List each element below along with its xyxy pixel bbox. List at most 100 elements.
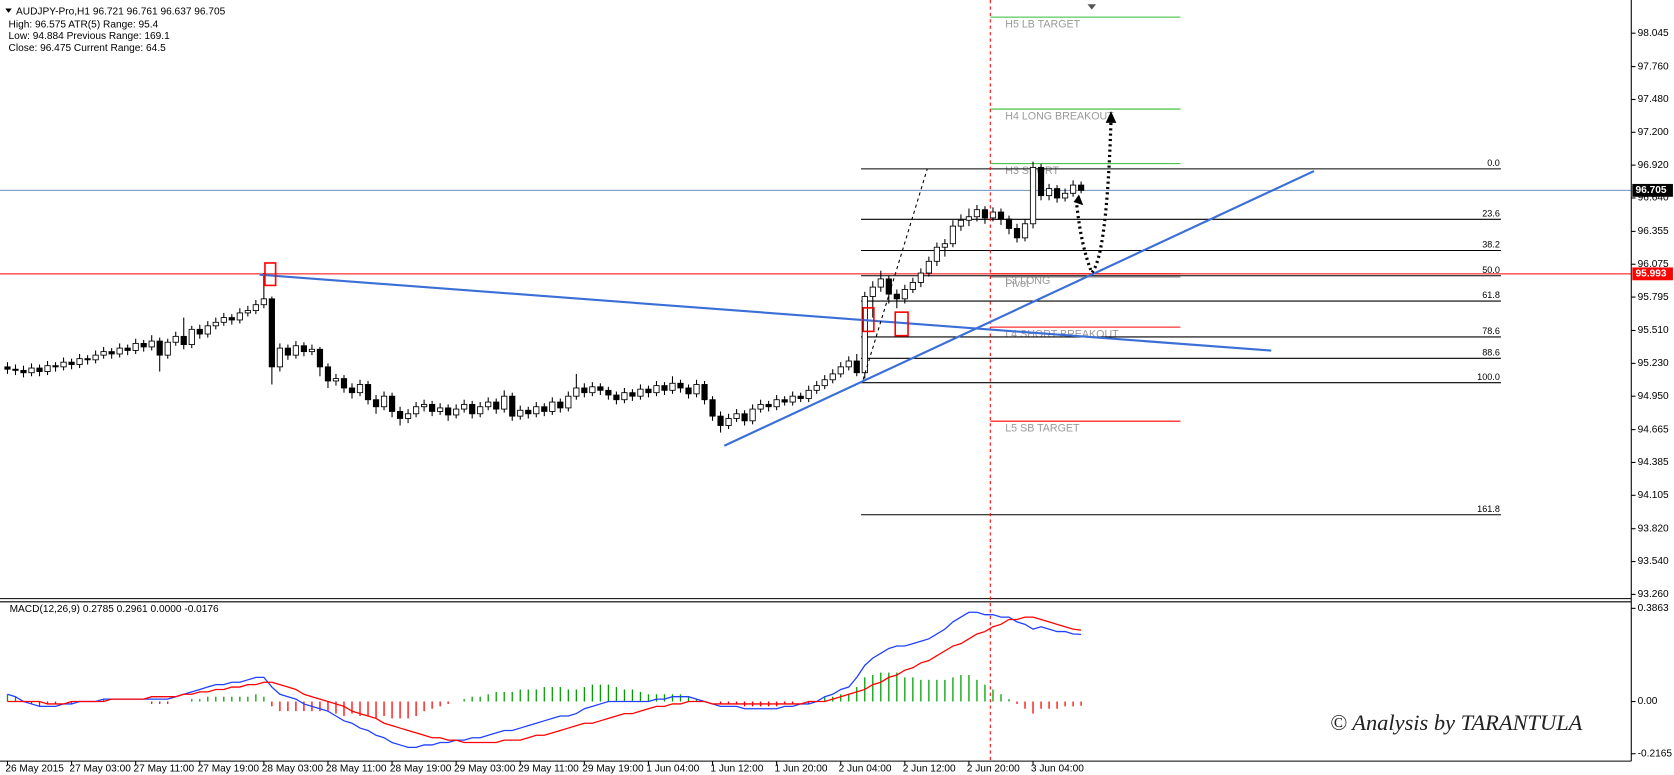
candle-body [533,406,540,415]
candle-body [677,382,684,389]
level-label: Pivot [1005,278,1029,290]
candle-body [605,389,612,396]
indicator-y-tick-label: 0.3863 [1638,603,1669,614]
highlight-box [862,307,875,333]
candle-body [637,388,644,397]
candle-body [805,389,812,399]
watermark: © Analysis by TARANTULA [1330,710,1583,735]
candle-body [148,340,155,348]
indicator-y-tick-label: 0.00 [1638,696,1658,707]
x-tick-label: 2 Jun 04:00 [839,763,892,774]
candle-body [653,385,660,394]
candle-body [76,358,83,365]
candle-body [20,369,27,374]
candle-body [997,211,1005,220]
candle-body [429,403,436,412]
info-line: Low: 94.884 Previous Range: 169.1 [9,31,171,42]
candle-body [965,216,973,221]
candle-body [749,408,756,422]
candle-body [204,325,211,335]
candle-body [236,312,243,321]
candle-body [701,384,708,401]
current-price-label: 96.705 [1636,185,1667,196]
candle-body [244,310,251,314]
candle-body [989,211,997,219]
candle-body [893,293,900,300]
candle-body [781,399,788,403]
candle-body [12,368,19,371]
fib-label: 78.6 [1482,326,1500,336]
x-tick-label: 28 May 11:00 [326,763,387,774]
x-tick-label: 26 May 2015 [5,763,64,774]
x-tick-label: 2 Jun 12:00 [903,763,956,774]
indicator-y-tick-label: -0.2165 [1638,748,1673,759]
candle-body [100,351,107,356]
candle-body [813,385,820,391]
candle-body [717,415,724,426]
candle-body [845,360,852,368]
menu-arrow [5,8,12,13]
candle-body [981,209,989,219]
candle-body [453,408,460,416]
y-tick-label: 95.795 [1638,292,1669,303]
candle-body [1029,167,1037,225]
candle-body [92,354,99,361]
candle-body [268,298,275,368]
y-tick-label: 94.665 [1638,424,1669,435]
trendline [259,273,1272,352]
candle-body [661,385,668,391]
candle-body [869,286,876,297]
candle-body [517,409,524,417]
price-tag [1632,183,1673,197]
forecast-arrow [1105,111,1117,123]
candle-body [789,395,796,403]
candle-body [124,347,131,351]
candle-body [300,345,308,353]
candle-body [917,272,924,283]
candle-body [1053,188,1061,199]
fib-label: 61.8 [1482,290,1500,300]
fib-label: 50.0 [1482,265,1500,275]
highlight-box [264,262,277,287]
candle-body [220,317,227,323]
candle-body [493,401,500,410]
candle-body [693,384,700,395]
macd-line [7,611,1082,748]
y-tick-label: 97.200 [1638,127,1669,138]
candle-body [356,384,364,394]
projection-line [862,168,928,380]
y-tick-label: 94.105 [1638,490,1669,501]
candle-body [52,365,59,368]
candle-body [340,378,348,389]
info-line: Close: 96.475 Current Range: 64.5 [9,43,167,54]
y-tick-label: 96.075 [1638,259,1669,270]
y-tick-label: 96.355 [1638,226,1669,237]
candle-body [597,386,604,391]
x-tick-label: 27 May 19:00 [198,763,260,774]
candle-body [156,340,163,356]
candle-body [445,407,452,416]
candle-body [885,278,892,295]
candle-body [252,304,259,311]
y-tick-label: 94.950 [1638,391,1669,402]
y-tick-label: 98.045 [1638,28,1669,39]
candle-body [949,225,957,245]
candle-body [380,395,388,408]
candle-body [757,403,764,410]
y-tick-label: 95.510 [1638,325,1669,336]
candle-body [1061,192,1069,199]
candle-body [773,399,780,408]
x-tick-label: 28 May 03:00 [262,763,324,774]
candle-body [132,342,139,351]
chart-title: AUDJPY-Pro,H1 96.721 96.761 96.637 96.70… [16,6,226,17]
y-tick-label: 93.820 [1638,523,1669,534]
candle-body [725,418,732,426]
candle-body [797,395,804,399]
forecast-path [1075,119,1113,276]
candle-body [4,366,11,370]
candle-body [36,367,43,372]
candle-body [116,347,123,355]
y-tick-label: 96.640 [1638,193,1669,204]
candle-body [853,360,860,374]
candle-body [573,387,580,397]
